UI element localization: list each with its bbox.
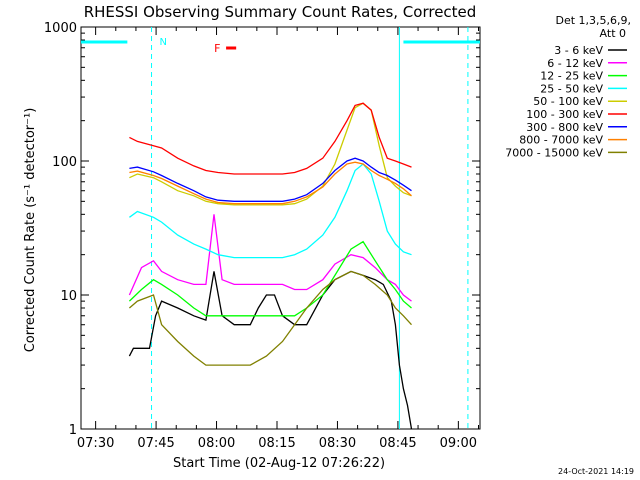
plot-area <box>80 26 481 430</box>
series-line-1 <box>128 270 413 430</box>
series-line-2 <box>128 214 412 302</box>
legend-label-3: 12 - 25 keV <box>540 70 603 83</box>
series-line-9 <box>128 270 412 366</box>
legend-label-1: 3 - 6 keV <box>554 44 603 57</box>
series-layer <box>128 102 413 430</box>
legend-header-line-2: Att 0 <box>600 27 626 40</box>
series-line-6 <box>129 102 412 175</box>
flare-label: F <box>214 42 220 55</box>
series-line-7 <box>129 157 412 202</box>
x-tick-label: 07:30 <box>77 436 114 451</box>
y-tick-label: 1 <box>69 423 77 438</box>
series-line-5 <box>129 102 412 206</box>
generated-timestamp: 24-Oct-2021 14:19 <box>558 467 634 476</box>
y-axis-label: Corrected Count Rate (s⁻¹ detector⁻¹) <box>23 108 38 353</box>
series-line-3 <box>128 240 412 317</box>
x-axis-label: Start Time (02-Aug-12 07:26:22) <box>173 456 385 471</box>
series-line-4 <box>129 163 412 259</box>
legend-label-6: 100 - 300 keV <box>526 108 603 121</box>
plot-border <box>80 26 481 430</box>
y-tick-label: 100 <box>52 155 77 170</box>
axis-layer: 07:30 07:45 08:00 08:15 08:30 08:45 09:00 1 10 10… <box>44 21 480 451</box>
night-label: N <box>160 37 167 48</box>
y-tick-label: 1000 <box>44 21 77 36</box>
series-line-8 <box>129 161 412 205</box>
x-tick-label: 08:45 <box>379 436 416 451</box>
legend-label-8: 800 - 7000 keV <box>519 134 603 147</box>
legend-label-5: 50 - 100 keV <box>533 95 603 108</box>
legend-label-2: 6 - 12 keV <box>547 57 603 70</box>
y-tick-label: 10 <box>60 289 77 304</box>
legend-label-4: 25 - 50 keV <box>540 82 603 95</box>
chart-title: RHESSI Observing Summary Count Rates, Co… <box>84 3 477 21</box>
legend-label-9: 7000 - 15000 keV <box>505 146 603 159</box>
x-tick-label: 08:15 <box>258 436 295 451</box>
legend-label-7: 300 - 800 keV <box>526 121 603 134</box>
x-tick-label: 08:30 <box>319 436 356 451</box>
legend-header-line-1: Det 1,3,5,6,9, <box>555 14 631 27</box>
x-tick-label: 09:00 <box>440 436 477 451</box>
x-tick-label: 08:00 <box>198 436 235 451</box>
x-tick-label: 07:45 <box>137 436 174 451</box>
